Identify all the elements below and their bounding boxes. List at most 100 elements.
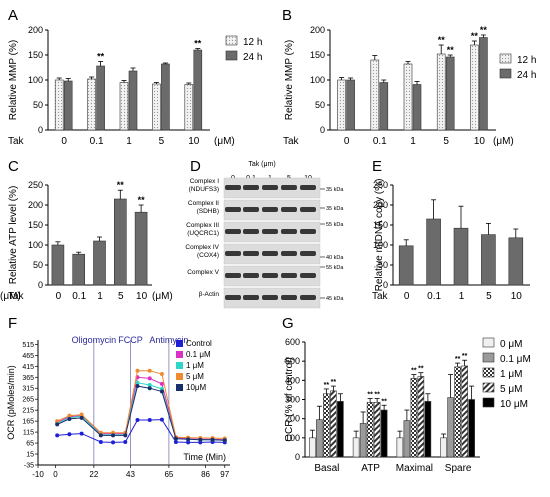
d-band — [225, 295, 241, 300]
g-y-tick-label: 300 — [285, 395, 300, 405]
g-legend-swatch — [482, 352, 495, 363]
f-y-tick-label: 415 — [22, 364, 34, 371]
d-band — [300, 273, 316, 278]
f-x-tick-label: 0 — [53, 470, 58, 479]
f-legend-label: Control — [186, 339, 212, 348]
a-bar — [119, 82, 129, 131]
b-bar — [403, 63, 413, 131]
e-y-tick-label: 100 — [373, 240, 388, 250]
b-x-tick-label: 5 — [443, 136, 449, 147]
d-band — [300, 207, 316, 212]
f-legend-swatch — [176, 351, 183, 358]
d-band — [243, 295, 259, 300]
f-legend-swatch — [176, 384, 183, 391]
b-legend-label: 12 h — [517, 55, 536, 66]
g-significance: ** — [0, 0, 4, 2]
f-x-tick-label: 65 — [164, 470, 173, 479]
d-row-label: Complex V — [187, 269, 219, 276]
f-x-tick-label: 86 — [201, 470, 210, 479]
b-x-prefix: Tak — [283, 136, 300, 147]
g-bar — [373, 402, 381, 458]
f-y-tick-label: 465 — [22, 353, 34, 360]
e-bar — [426, 218, 441, 286]
e-x-tick-label: 1 — [459, 291, 465, 302]
g-bar — [417, 376, 425, 458]
a-significance: ** — [97, 52, 105, 62]
f-data-point — [98, 433, 103, 438]
f-data-point — [210, 437, 215, 442]
g-x-tick-label: Basal — [314, 463, 339, 474]
d-band — [225, 207, 241, 212]
f-data-point — [147, 376, 152, 381]
g-bar — [468, 399, 475, 458]
e-x-tick-label: 0 — [404, 291, 410, 302]
f-y-tick-label: 515 — [22, 342, 34, 349]
g-y-tick-label: 500 — [285, 356, 300, 366]
g-bar — [454, 366, 461, 458]
a-legend-swatch — [225, 35, 238, 46]
f-legend-label: 5 μM — [186, 372, 204, 381]
g-significance: ** — [455, 356, 461, 363]
d-row-label: Complex IV — [185, 244, 219, 251]
f-x-axis-label: Time (Min) — [183, 452, 226, 462]
f-data-point — [67, 416, 72, 421]
a-bar — [161, 63, 170, 131]
d-band — [243, 185, 259, 190]
d-band — [281, 295, 297, 300]
b-x-tick-label: 1 — [410, 136, 416, 147]
b-x-unit: (μM) — [493, 136, 514, 147]
panel-label-f: F — [8, 315, 17, 332]
b-significance: ** — [447, 45, 455, 55]
e-bar — [508, 237, 524, 286]
g-y-tick-label: 100 — [285, 433, 300, 443]
d-band — [225, 185, 241, 190]
b-bar — [346, 79, 355, 131]
d-marker-label: 35 kDa — [326, 187, 344, 193]
d-header: Tak (μm) — [248, 161, 275, 168]
a-bar — [128, 70, 138, 131]
g-significance: ** — [0, 0, 4, 2]
f-legend-swatch — [176, 340, 183, 347]
d-band — [225, 229, 241, 234]
d-band — [243, 273, 259, 278]
b-significance: ** — [471, 31, 479, 41]
b-legend-swatch — [499, 53, 512, 64]
panel-label-e: E — [372, 158, 382, 175]
f-data-point — [135, 368, 140, 373]
e-y-tick-label: 150 — [373, 220, 388, 230]
a-y-tick-label: 0 — [38, 125, 43, 135]
f-data-point — [55, 419, 60, 424]
e-x-unit: (μM) — [0, 291, 21, 302]
f-data-point — [147, 382, 152, 387]
g-x-tick-label: Maximal — [396, 463, 433, 474]
g-bar — [309, 437, 316, 458]
g-bar — [323, 393, 330, 458]
f-y-tick-label: -35 — [24, 463, 34, 470]
f-legend-label: 0.1 μM — [186, 350, 211, 359]
b-bar — [337, 79, 346, 131]
b-y-tick-label: 100 — [310, 75, 325, 85]
d-band — [300, 229, 316, 234]
f-data-point — [147, 386, 152, 391]
g-significance: ** — [0, 0, 4, 2]
g-legend-swatch — [482, 337, 495, 348]
g-bar — [316, 419, 323, 458]
f-data-point — [159, 417, 164, 422]
g-significance: ** — [374, 392, 380, 399]
a-x-tick-label: 5 — [159, 136, 165, 147]
d-row-label: (UQCRC1) — [187, 230, 219, 237]
g-x-tick-label: ATP — [361, 463, 380, 474]
f-data-point — [135, 380, 140, 385]
f-y-tick-label: 165 — [22, 419, 34, 426]
g-significance: ** — [0, 0, 4, 2]
g-y-tick-label: 200 — [285, 414, 300, 424]
a-legend-swatch — [225, 50, 238, 61]
c-y-tick-label: 250 — [28, 180, 43, 190]
f-data-point — [123, 433, 128, 438]
f-data-point — [147, 418, 152, 423]
f-data-point — [159, 381, 164, 386]
f-data-point — [55, 422, 60, 427]
b-significance: ** — [480, 25, 488, 35]
c-x-tick-label: 0.1 — [72, 291, 86, 302]
